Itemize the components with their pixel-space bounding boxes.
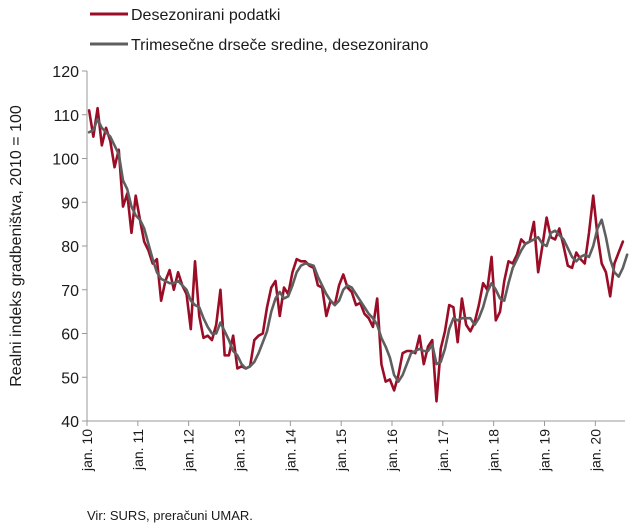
x-tick-label: jan. 16 [384, 429, 400, 472]
legend-label-seasonally-adjusted: Desezonirani podatki [131, 7, 280, 24]
legend: Desezonirani podatki Trimesečne drseče s… [90, 7, 428, 54]
y-tick-label: 40 [61, 414, 79, 431]
x-tick-label: jan. 13 [232, 429, 248, 472]
series-line-seasonally-adjusted [87, 106, 625, 403]
x-tick-label: jan. 17 [435, 429, 451, 472]
y-tick-label: 60 [61, 327, 79, 344]
y-tick-label: 90 [61, 195, 79, 212]
y-axis-ticks: 40 50 60 70 80 90 100 110 120 [52, 64, 87, 431]
x-tick-label: jan. 19 [537, 429, 553, 472]
y-tick-label: 80 [61, 239, 79, 256]
x-tick-label: jan. 20 [587, 429, 603, 472]
series-layer [87, 106, 629, 403]
x-tick-label: jan. 12 [181, 429, 197, 472]
x-tick-label: jan. 15 [333, 429, 349, 472]
y-tick-label: 100 [52, 152, 79, 169]
x-tick-label: jan. 10 [79, 429, 95, 472]
x-tick-label: jan. 14 [282, 429, 298, 472]
source-note: Vir: SURS, preračuni UMAR. [87, 508, 253, 523]
y-axis-label: Realni indeks gradbeništva, 2010 = 100 [8, 105, 25, 387]
series-line-moving-average [87, 117, 629, 383]
y-tick-label: 110 [53, 108, 79, 125]
x-tick-label: jan. 18 [486, 429, 502, 472]
y-tick-label: 120 [52, 64, 79, 81]
y-tick-label: 70 [61, 283, 79, 300]
x-tick-label: jan. 11 [130, 429, 146, 471]
x-axis-ticks: jan. 10 jan. 11 jan. 12 jan. 13 jan. 14 jan. … [79, 421, 603, 472]
legend-label-moving-average: Trimesečne drseče sredine, desezonirano [131, 37, 428, 54]
y-tick-label: 50 [61, 370, 79, 387]
